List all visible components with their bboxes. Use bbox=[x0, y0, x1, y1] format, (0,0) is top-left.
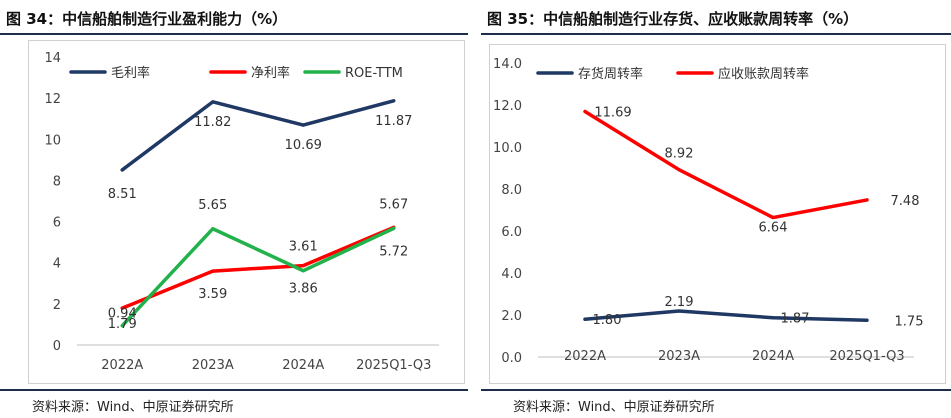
x-tick-label: 2025Q1-Q3 bbox=[356, 358, 431, 373]
data-point bbox=[583, 110, 587, 114]
chart-frame: 0 2 4 6 8 10 12 14 2022A 2023A 2024A 2025Q1-Q3 8.51 1… bbox=[28, 40, 465, 384]
data-label: 7.48 bbox=[891, 194, 920, 209]
x-tick-label: 2025Q1-Q3 bbox=[829, 349, 904, 364]
y-tick-label: 14.0 bbox=[493, 57, 522, 72]
y-tick-label: 0.0 bbox=[501, 351, 522, 366]
y-tick-label: 12.0 bbox=[493, 99, 522, 114]
data-point bbox=[392, 99, 396, 103]
data-point bbox=[120, 168, 124, 172]
y-tick-label: 10.0 bbox=[493, 141, 522, 156]
x-tick-label: 2024A bbox=[752, 349, 794, 364]
x-tick-label: 2022A bbox=[101, 358, 143, 373]
data-point bbox=[865, 318, 869, 322]
data-label: 5.72 bbox=[379, 244, 408, 259]
data-point bbox=[392, 226, 396, 230]
series-line bbox=[583, 309, 869, 322]
chart-title: 图 35：中信船舶制造行业存货、应收账款周转率（%） bbox=[487, 10, 859, 28]
data-label: 11.87 bbox=[375, 114, 412, 129]
data-point bbox=[301, 269, 305, 273]
source-note: 资料来源：Wind、中原证券研究所 bbox=[513, 400, 715, 415]
data-label: 5.67 bbox=[379, 197, 408, 212]
data-label: 11.82 bbox=[194, 115, 231, 130]
legend-label: ROE-TTM bbox=[345, 66, 403, 81]
legend-label: 存货周转率 bbox=[578, 66, 643, 82]
source-divider bbox=[0, 389, 468, 391]
data-label: 10.69 bbox=[285, 138, 322, 153]
source-divider bbox=[481, 389, 951, 391]
legend-label: 毛利率 bbox=[111, 65, 150, 81]
data-label: 2.19 bbox=[665, 295, 694, 310]
data-label: 5.65 bbox=[198, 198, 227, 213]
source-note: 资料来源：Wind、中原证券研究所 bbox=[32, 400, 234, 415]
title-divider bbox=[0, 33, 468, 35]
y-tick-label: 8 bbox=[53, 174, 61, 189]
y-tick-label: 12 bbox=[44, 92, 61, 107]
data-point bbox=[865, 198, 869, 202]
data-point bbox=[211, 227, 215, 231]
y-tick-label: 6.0 bbox=[501, 225, 522, 240]
data-point bbox=[677, 309, 681, 313]
y-tick-label: 6 bbox=[53, 216, 61, 231]
y-tick-label: 2.0 bbox=[501, 309, 522, 324]
y-tick-label: 8.0 bbox=[501, 183, 522, 198]
x-tick-label: 2024A bbox=[282, 358, 324, 373]
data-point bbox=[120, 324, 124, 328]
data-point bbox=[120, 306, 124, 310]
data-label: 1.87 bbox=[781, 312, 810, 327]
data-label: 1.80 bbox=[593, 313, 622, 328]
turnover-line-chart: 0.0 2.0 4.0 6.0 8.0 10.0 12.0 14.0 2022A 2023A 202… bbox=[493, 57, 924, 366]
data-label: 8.51 bbox=[108, 187, 137, 202]
data-point bbox=[211, 269, 215, 273]
data-point bbox=[301, 123, 305, 127]
data-label: 3.86 bbox=[289, 282, 318, 297]
profitability-line-chart: 0 2 4 6 8 10 12 14 2022A 2023A 2024A 2025Q1-Q3 8.51 1… bbox=[44, 51, 439, 373]
x-tick-label: 2022A bbox=[564, 349, 606, 364]
data-label: 6.64 bbox=[759, 221, 788, 236]
title-divider bbox=[481, 33, 951, 35]
series-line bbox=[120, 226, 396, 328]
chart-panel-profitability: 图 34：中信船舶制造行业盈利能力（%） 0 2 4 6 8 10 12 14 2022A 202… bbox=[0, 0, 468, 418]
series-line bbox=[120, 225, 396, 310]
data-label: 8.92 bbox=[665, 147, 694, 162]
data-label: 1.75 bbox=[895, 314, 924, 329]
y-tick-label: 4.0 bbox=[501, 267, 522, 282]
y-tick-label: 2 bbox=[53, 298, 61, 313]
data-point bbox=[211, 100, 215, 104]
data-label: 11.69 bbox=[594, 106, 631, 121]
data-point bbox=[771, 316, 775, 320]
data-point bbox=[771, 216, 775, 220]
legend-label: 净利率 bbox=[251, 65, 290, 81]
x-tick-label: 2023A bbox=[658, 349, 700, 364]
y-tick-label: 14 bbox=[44, 51, 61, 66]
series-line bbox=[120, 99, 396, 172]
data-label: 0.94 bbox=[108, 307, 137, 322]
chart-panel-turnover: 图 35：中信船舶制造行业存货、应收账款周转率（%） 0.0 2.0 4.0 6.0 8… bbox=[481, 0, 951, 418]
data-point bbox=[301, 264, 305, 268]
legend-label: 应收账款周转率 bbox=[718, 66, 809, 82]
chart-title: 图 34：中信船舶制造行业盈利能力（%） bbox=[6, 10, 288, 28]
chart-frame: 0.0 2.0 4.0 6.0 8.0 10.0 12.0 14.0 2022A 2023A 202… bbox=[489, 44, 946, 384]
y-tick-label: 4 bbox=[53, 257, 61, 272]
data-label: 3.61 bbox=[289, 240, 318, 255]
data-point bbox=[677, 168, 681, 172]
y-tick-label: 10 bbox=[44, 133, 61, 148]
x-tick-label: 2023A bbox=[192, 358, 234, 373]
data-label: 3.59 bbox=[198, 287, 227, 302]
series-line bbox=[583, 109, 869, 220]
data-point bbox=[583, 317, 587, 321]
y-tick-label: 0 bbox=[53, 339, 61, 354]
data-label: 1.79 bbox=[108, 317, 137, 332]
